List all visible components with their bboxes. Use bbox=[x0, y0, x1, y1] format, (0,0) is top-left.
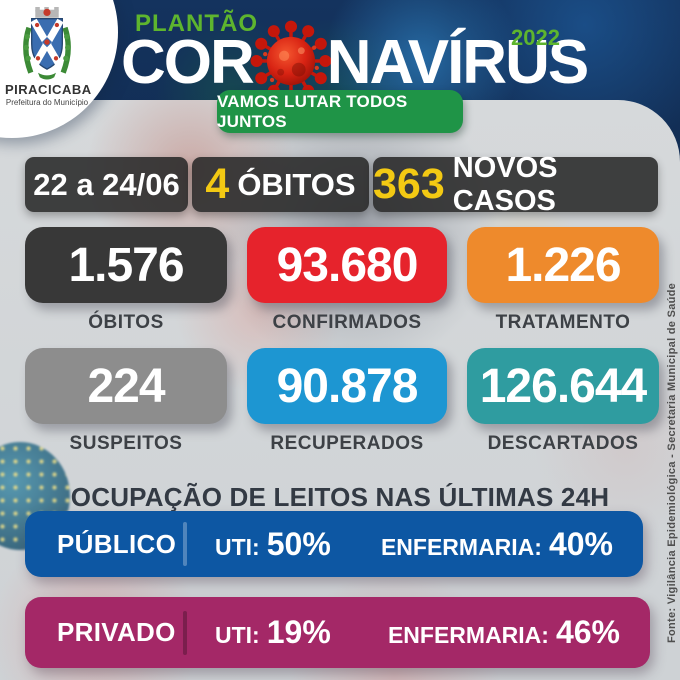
deaths-value: 4 bbox=[205, 160, 230, 208]
beds-section-title: OCUPAÇÃO DE LEITOS NAS ÚLTIMAS 24H bbox=[70, 482, 610, 512]
divider bbox=[183, 522, 187, 566]
ward-metric: ENFERMARIA: 46% bbox=[388, 614, 620, 651]
ward-value: 46% bbox=[555, 614, 620, 650]
icu-value: 19% bbox=[266, 614, 331, 650]
icu-label: UTI: bbox=[215, 622, 260, 648]
icu-metric: UTI: 50% bbox=[215, 526, 331, 563]
summary-row: 22 a 24/06 4 ÓBITOS 363 NOVOS CASOS bbox=[25, 152, 658, 217]
slogan-text: VAMOS LUTAR TODOS JUNTOS bbox=[217, 91, 408, 131]
coronavirus-icon bbox=[250, 20, 332, 102]
city-org: Prefeitura do Município bbox=[5, 98, 89, 107]
stat-label: ÓBITOS bbox=[88, 312, 164, 333]
stat-card: 1.576 bbox=[25, 227, 227, 303]
slogan-banner: VAMOS LUTAR TODOS JUNTOS bbox=[217, 90, 463, 133]
divider bbox=[183, 610, 187, 655]
city-name: PIRACICABA bbox=[5, 82, 92, 97]
beds-row-name: PRIVADO bbox=[57, 617, 176, 647]
kicker-plantao: PLANTÃO bbox=[135, 10, 258, 37]
year-badge: 2022 bbox=[511, 25, 560, 50]
stat-card: 224 bbox=[25, 348, 227, 424]
new-cases-label: NOVOS CASOS bbox=[452, 151, 558, 217]
stat-recuperados: 90.878 RECUPERADOS bbox=[247, 348, 447, 455]
ward-value: 40% bbox=[548, 525, 613, 562]
new-cases-value: 363 bbox=[373, 160, 445, 208]
new-cases-chip: 363 NOVOS CASOS bbox=[373, 152, 658, 217]
stats-row-1: 1.576 ÓBITOS 93.680 CONFIRMADOS 1.226 TR… bbox=[25, 227, 659, 334]
stat-label: CONFIRMADOS bbox=[272, 312, 422, 333]
icu-label: UTI: bbox=[215, 533, 260, 560]
beds-row-public: PÚBLICO UTI: 50% ENFERMARIA: 40% bbox=[25, 511, 643, 577]
stat-label: SUSPEITOS bbox=[69, 433, 183, 454]
stat-descartados: 126.644 DESCARTADOS bbox=[467, 348, 659, 455]
city-crest-icon bbox=[23, 7, 71, 80]
stat-tratamento: 1.226 TRATAMENTO bbox=[467, 227, 659, 334]
ward-label: ENFERMARIA: bbox=[380, 533, 542, 560]
stat-suspeitos: 224 SUSPEITOS bbox=[25, 348, 227, 455]
source-credit: Fonte: Vigilância Epidemiológica - Secre… bbox=[666, 282, 678, 643]
stat-card: 93.680 bbox=[247, 227, 447, 303]
stat-label: DESCARTADOS bbox=[487, 433, 639, 454]
stats-row-2: 224 SUSPEITOS 90.878 RECUPERADOS 126.644… bbox=[25, 348, 659, 455]
stat-card: 1.226 bbox=[467, 227, 659, 303]
stat-label: TRATAMENTO bbox=[495, 312, 631, 333]
icu-metric: UTI: 19% bbox=[215, 614, 331, 651]
ward-label: ENFERMARIA: bbox=[387, 622, 549, 648]
deaths-label: ÓBITOS bbox=[237, 166, 356, 202]
title-start: COR bbox=[121, 28, 255, 97]
deaths-chip: 4 ÓBITOS bbox=[192, 157, 369, 212]
title-end: NAVÍRUS bbox=[326, 28, 589, 97]
stat-obitos: 1.576 ÓBITOS bbox=[25, 227, 227, 334]
beds-row-private: PRIVADO UTI: 19% ENFERMARIA: 46% bbox=[25, 597, 650, 668]
period-text: 22 a 24/06 bbox=[33, 166, 180, 202]
beds-row-name: PÚBLICO bbox=[57, 528, 177, 559]
icu-value: 50% bbox=[266, 525, 331, 562]
ward-metric: ENFERMARIA: 40% bbox=[381, 526, 613, 563]
stat-label: RECUPERADOS bbox=[270, 433, 424, 454]
stat-card: 126.644 bbox=[467, 348, 659, 424]
page-title: COR bbox=[121, 20, 589, 102]
stat-confirmados: 93.680 CONFIRMADOS bbox=[247, 227, 447, 334]
period-chip: 22 a 24/06 bbox=[25, 157, 188, 212]
stat-card: 90.878 bbox=[247, 348, 447, 424]
